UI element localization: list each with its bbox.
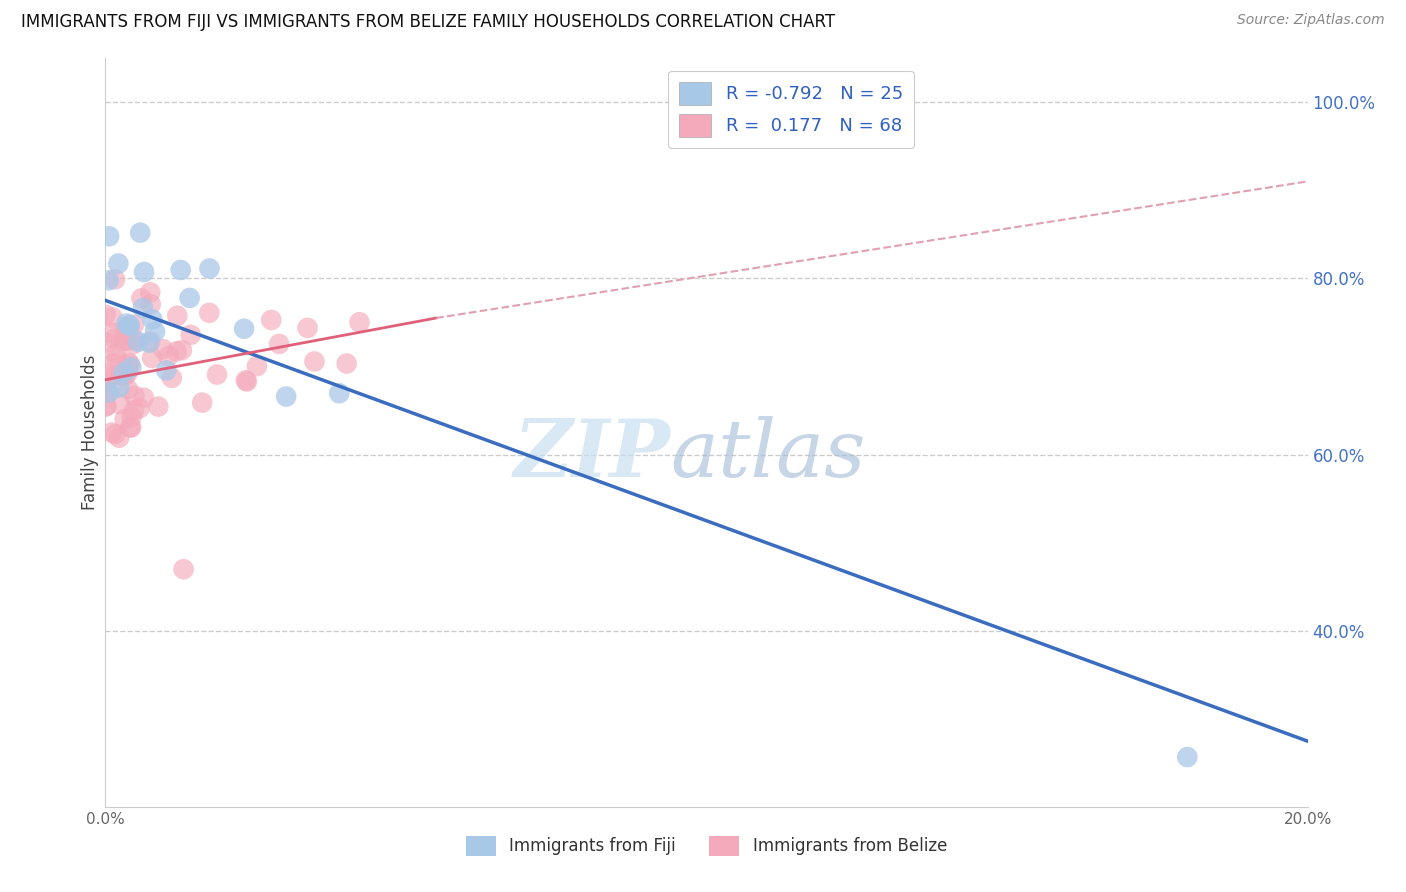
Point [121,409,143,424]
Point [127,334,149,349]
Point [131,291,153,305]
Point [205,368,228,382]
Point [101,425,124,440]
Point [132,391,155,405]
Text: atlas: atlas [671,417,866,494]
Point [105,346,128,360]
Point [122,337,145,351]
Text: ZIP: ZIP [513,417,671,494]
Point [336,357,359,371]
Point [276,390,298,404]
Point [114,368,136,383]
Point [139,285,162,300]
Point [141,312,163,326]
Point [101,326,124,340]
Point [104,368,127,383]
Point [103,331,125,345]
Point [139,334,162,349]
Point [105,351,128,366]
Point [170,263,193,277]
Point [297,321,319,335]
Point [236,375,259,389]
Point [128,401,150,416]
Point [235,373,257,387]
Point [160,371,183,385]
Point [328,386,350,401]
Point [96,335,118,350]
Point [157,349,180,363]
Point [115,334,138,348]
Legend: Immigrants from Fiji, Immigrants from Belize: Immigrants from Fiji, Immigrants from Be… [460,829,953,863]
Point [94,308,117,322]
Point [179,291,201,305]
Point [118,358,141,372]
Point [97,367,120,381]
Point [97,273,120,287]
Point [122,403,145,417]
Point [166,344,188,359]
Point [166,309,188,323]
Point [117,382,139,396]
Point [94,383,117,397]
Point [129,226,152,240]
Point [138,335,160,350]
Point [104,427,127,442]
Point [120,360,142,375]
Point [191,395,214,409]
Point [118,318,141,333]
Point [143,325,166,339]
Point [96,399,118,413]
Point [120,420,142,434]
Point [120,420,142,434]
Point [98,229,121,244]
Point [110,368,132,383]
Point [112,366,135,380]
Point [132,301,155,315]
Point [96,385,118,400]
Point [115,367,138,381]
Point [101,357,124,371]
Point [115,317,138,331]
Point [94,400,117,414]
Point [155,363,177,377]
Point [114,412,136,426]
Text: IMMIGRANTS FROM FIJI VS IMMIGRANTS FROM BELIZE FAMILY HOUSEHOLDS CORRELATION CHA: IMMIGRANTS FROM FIJI VS IMMIGRANTS FROM … [21,13,835,31]
Point [115,363,138,377]
Point [1175,750,1198,764]
Point [118,318,141,333]
Text: Source: ZipAtlas.com: Source: ZipAtlas.com [1237,13,1385,28]
Point [304,354,326,368]
Point [122,318,145,332]
Point [173,562,195,576]
Point [139,297,162,311]
Point [141,351,163,365]
Point [170,343,193,357]
Point [260,313,283,327]
Point [269,337,291,351]
Point [112,334,135,348]
Point [124,389,146,403]
Point [198,306,221,320]
Point [198,261,221,276]
Point [124,334,146,348]
Point [132,265,155,279]
Point [349,315,371,329]
Point [108,431,131,445]
Point [108,380,131,394]
Point [246,359,269,374]
Point [180,327,202,342]
Point [104,272,127,286]
Point [112,326,135,340]
Point [97,385,120,400]
Point [233,321,256,335]
Y-axis label: Family Households: Family Households [80,355,98,510]
Point [108,397,131,411]
Point [107,256,129,270]
Point [96,376,118,390]
Point [152,342,174,356]
Point [101,310,124,325]
Point [148,400,170,414]
Point [118,356,141,370]
Point [118,359,141,374]
